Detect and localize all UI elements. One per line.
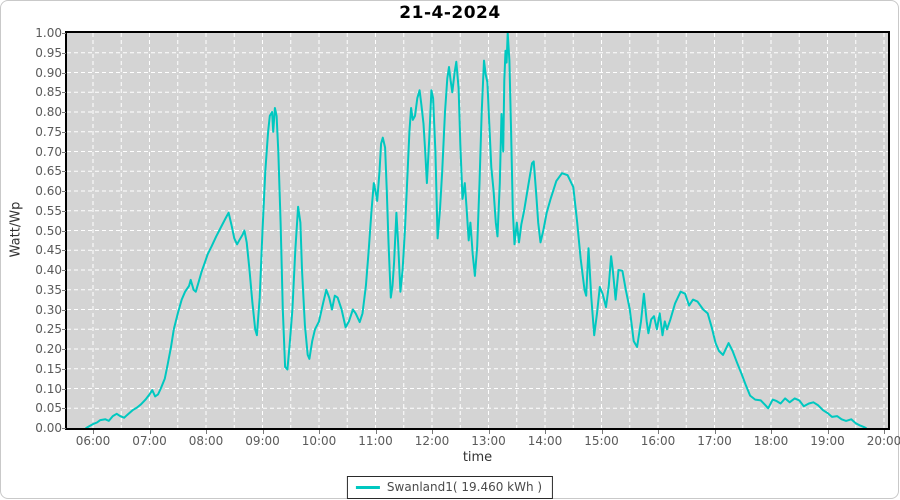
x-tick-mark [771,430,772,434]
x-tick-mark [262,430,264,434]
y-tick-mark [62,230,66,232]
y-tick-mark [62,349,66,350]
y-tick-label: 0.60 [35,184,62,198]
x-tick-label: 17:00 [697,434,732,448]
y-tick-label: 0.20 [35,342,62,356]
y-tick-label: 0.80 [35,105,62,119]
y-tick-label: 0.55 [35,203,62,218]
y-tick-mark [62,210,66,212]
x-tick-label: 11:00 [358,434,393,448]
x-tick-mark [206,430,207,434]
y-tick-mark [62,329,66,331]
y-tick-mark [62,151,66,153]
legend-box: Swanland1( 19.460 kWh ) [346,476,554,499]
x-tick-label: 12:00 [414,434,450,448]
x-tick-label: 08:00 [188,434,224,448]
y-tick-label: 0.85 [35,85,62,100]
x-tick-mark [827,430,829,434]
line-chart [67,33,888,428]
y-tick-mark [62,428,66,429]
y-tick-mark [62,191,66,192]
y-tick-label: 0.35 [35,282,62,297]
x-tick-mark [714,430,716,434]
x-tick-mark [658,430,659,434]
y-tick-label: 0.50 [35,223,62,238]
x-tick-label: 14:00 [527,434,563,448]
x-tick-mark [601,430,603,434]
y-tick-label: 1.00 [35,26,62,40]
y-tick-mark [62,171,66,173]
plot-area [65,31,890,430]
y-tick-mark [62,289,66,291]
y-tick-label: 0.05 [35,401,62,416]
series-line-swanland1 [85,33,867,428]
y-tick-label: 0.40 [35,263,62,277]
x-axis-title: time [462,450,493,465]
y-tick-mark [62,33,66,34]
x-tick-mark [93,430,94,434]
y-tick-label: 0.15 [35,361,62,376]
y-tick-label: 0.45 [35,243,62,258]
x-tick-label: 07:00 [132,434,167,448]
chart-title: 21-4-2024 [399,3,501,23]
y-tick-mark [62,309,66,311]
x-tick-mark [488,430,490,434]
y-tick-mark [62,131,66,133]
y-tick-mark [62,92,66,94]
x-tick-label: 09:00 [245,434,280,448]
x-tick-mark [375,430,377,434]
y-tick-label: 0.00 [35,421,62,435]
x-tick-label: 15:00 [584,434,619,448]
y-axis-title: Watt/Wp [8,201,24,258]
y-tick-label: 0.65 [35,164,62,179]
x-tick-label: 18:00 [753,434,789,448]
x-tick-label: 19:00 [810,434,845,448]
x-tick-label: 06:00 [75,434,111,448]
legend-line-swatch [355,485,380,489]
x-tick-mark [545,430,546,434]
x-tick-label: 13:00 [471,434,506,448]
x-tick-mark [432,430,433,434]
gridlines [67,33,888,428]
x-tick-label: 10:00 [301,434,337,448]
x-tick-label: 16:00 [640,434,676,448]
y-tick-mark [62,250,66,252]
y-tick-label: 0.75 [35,124,62,139]
y-tick-mark [62,388,66,390]
y-tick-mark [62,112,66,113]
y-tick-mark [62,270,66,271]
y-tick-label: 0.25 [35,322,62,337]
y-tick-label: 0.30 [35,302,62,317]
x-tick-mark [319,430,320,434]
legend-series-label: Swanland1( 19.460 kWh ) [386,480,543,494]
y-tick-mark [62,368,66,370]
x-tick-label: 20:00 [866,434,900,448]
y-tick-label: 0.90 [35,65,62,80]
y-tick-mark [62,52,66,54]
y-tick-label: 0.10 [35,381,62,396]
x-tick-mark [884,430,885,434]
x-tick-mark [149,430,151,434]
y-tick-mark [62,72,66,74]
y-tick-label: 0.95 [35,45,62,60]
y-tick-mark [62,408,66,410]
y-tick-label: 0.70 [35,144,62,159]
